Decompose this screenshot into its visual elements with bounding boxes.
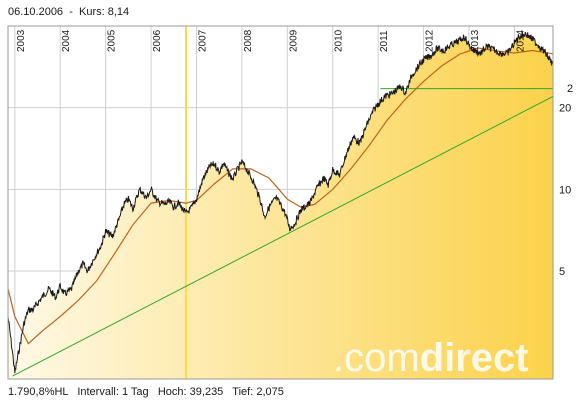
x-tick-label: 2006	[152, 29, 163, 52]
x-tick-label: 2010	[334, 29, 345, 52]
y-tick-label: 20	[559, 103, 571, 115]
y-axis-labels: 5 10 20 2	[559, 83, 573, 278]
y-tick-label-partial: 2	[567, 83, 573, 95]
high-value: 39,235	[189, 386, 224, 398]
trendline	[12, 95, 553, 377]
x-tick-label: 2012	[425, 29, 436, 52]
x-tick-label: 2008	[243, 29, 254, 52]
interval-label: Intervall:	[77, 386, 119, 398]
price-label: Kurs:	[78, 6, 105, 18]
x-tick-label: 2011	[379, 30, 390, 52]
x-tick-label: 2007	[197, 29, 208, 52]
y-tick-label: 5	[559, 266, 565, 278]
price-value: 8,14	[107, 6, 130, 18]
moving-average-line	[8, 47, 553, 345]
y-tick-label: 10	[559, 184, 571, 196]
chart-footer: 1.790,8%HL Intervall: 1 Tag Hoch: 39,235…	[8, 386, 284, 398]
plot-frame	[7, 25, 554, 380]
x-tick-label: 2013	[470, 29, 481, 52]
price-area-fill	[8, 31, 553, 379]
x-tick-label: 2003	[16, 29, 27, 52]
x-axis-labels: 2003 2004 2005 2006 2007 2008 2009 2010 2011 2012…	[16, 29, 527, 52]
chart-header: 06.10.2006 - Kurs: 8,14	[8, 6, 129, 18]
header-separator: -	[69, 6, 73, 18]
interval-value: 1 Tag	[121, 386, 149, 398]
price-line	[8, 31, 553, 374]
low-label: Tief:	[232, 386, 254, 398]
low-value: 2,075	[256, 386, 284, 398]
x-tick-label: 2014	[515, 29, 526, 52]
header-date: 06.10.2006	[8, 6, 64, 18]
x-tick-label: 2005	[107, 29, 118, 52]
x-tick-label: 2004	[61, 29, 72, 52]
high-label: Hoch:	[157, 386, 187, 398]
change-value: 1.790,8%HL	[8, 386, 69, 398]
x-tick-label: 2009	[288, 29, 299, 52]
comdirect-logo: .comdirect	[333, 336, 529, 380]
